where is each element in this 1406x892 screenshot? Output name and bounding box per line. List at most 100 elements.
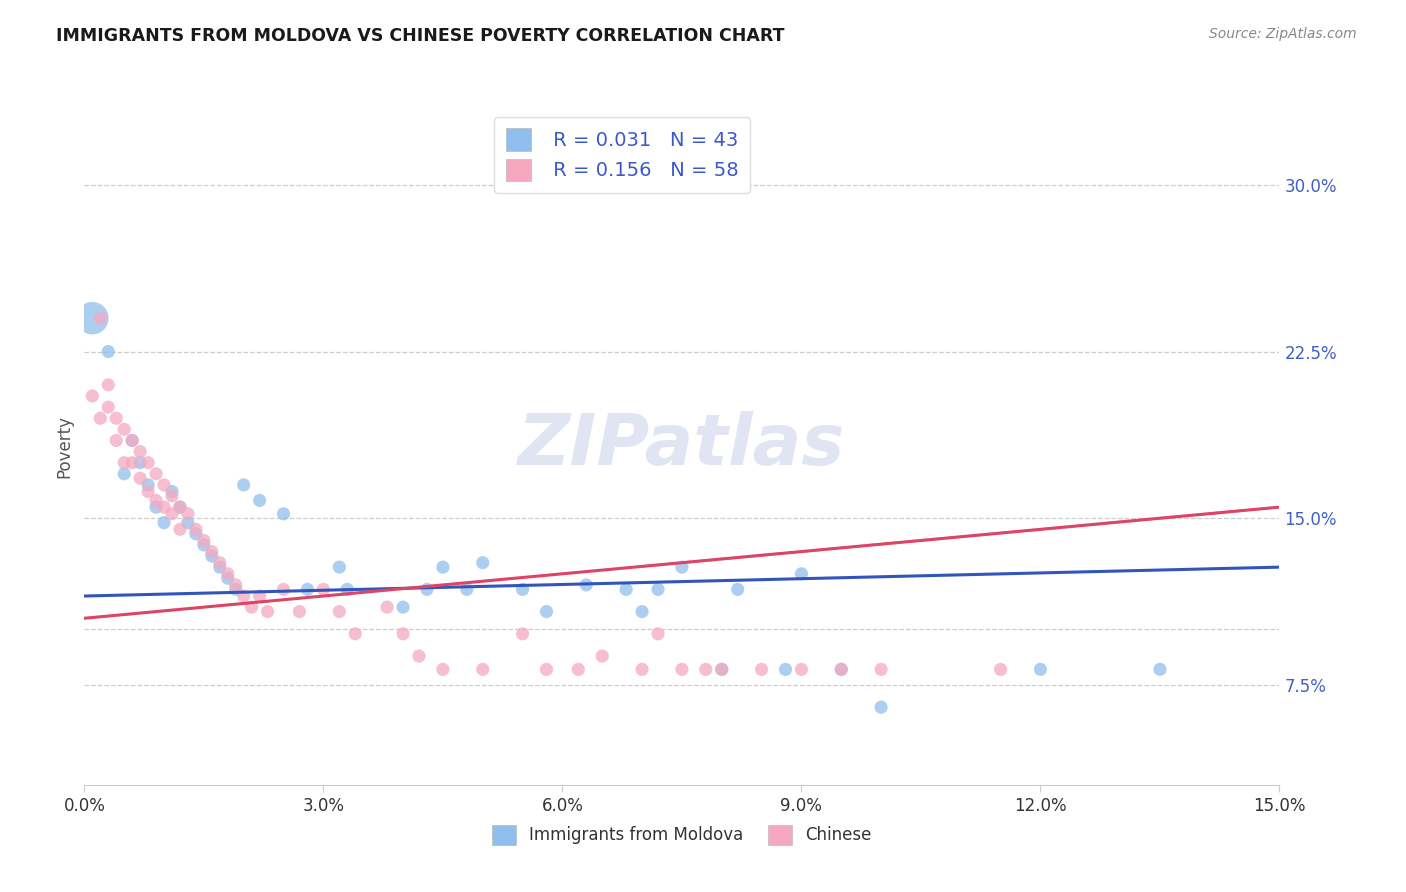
Point [232,589,254,603]
Point [145,467,167,481]
Point [297,582,319,597]
Point [312,582,335,597]
Point [136,478,159,492]
Point [256,605,278,619]
Point [121,434,143,448]
Y-axis label: Poverty: Poverty [55,415,73,477]
Point [153,516,176,530]
Point [105,411,128,425]
Point [790,662,813,676]
Point [136,484,159,499]
Point [249,589,271,603]
Point [193,533,215,548]
Point [112,456,135,470]
Point [375,600,398,615]
Point [695,662,717,676]
Text: Source: ZipAtlas.com: Source: ZipAtlas.com [1209,27,1357,41]
Point [145,500,167,515]
Point [105,434,128,448]
Point [671,560,693,574]
Point [432,662,454,676]
Point [416,582,439,597]
Point [631,662,654,676]
Point [121,456,143,470]
Point [567,662,589,676]
Text: IMMIGRANTS FROM MOLDOVA VS CHINESE POVERTY CORRELATION CHART: IMMIGRANTS FROM MOLDOVA VS CHINESE POVER… [56,27,785,45]
Point [536,605,558,619]
Point [392,627,415,641]
Point [710,662,733,676]
Point [145,493,167,508]
Point [328,605,350,619]
Point [273,582,295,597]
Point [710,662,733,676]
Text: ZIPatlas: ZIPatlas [519,411,845,481]
Point [193,538,215,552]
Point [990,662,1012,676]
Point [240,600,263,615]
Point [344,627,367,641]
Point [177,516,200,530]
Point [273,507,295,521]
Point [121,434,143,448]
Point [751,662,773,676]
Point [249,493,271,508]
Point [647,582,669,597]
Point [201,544,224,558]
Point [160,489,183,503]
Point [97,344,120,359]
Point [112,422,135,436]
Point [89,311,111,326]
Point [392,600,415,615]
Point [512,627,534,641]
Point [870,662,893,676]
Point [432,560,454,574]
Point [129,471,152,485]
Point [184,526,207,541]
Point [208,556,231,570]
Point [97,377,120,392]
Point [82,311,104,326]
Point [153,500,176,515]
Point [591,648,613,663]
Point [775,662,797,676]
Point [112,467,135,481]
Point [169,500,191,515]
Point [201,549,224,563]
Point [225,578,247,592]
Point [328,560,350,574]
Point [97,400,120,414]
Point [225,582,247,597]
Point [129,444,152,458]
Point [136,456,159,470]
Point [1149,662,1171,676]
Point [217,566,239,581]
Point [671,662,693,676]
Point [536,662,558,676]
Point [217,571,239,585]
Point [169,522,191,536]
Point [184,522,207,536]
Point [830,662,852,676]
Point [614,582,637,597]
Point [336,582,359,597]
Point [160,507,183,521]
Point [790,566,813,581]
Point [129,456,152,470]
Point [89,411,111,425]
Point [456,582,478,597]
Point [153,478,176,492]
Point [232,478,254,492]
Point [512,582,534,597]
Legend: Immigrants from Moldova, Chinese: Immigrants from Moldova, Chinese [485,819,879,851]
Point [870,700,893,714]
Point [408,648,430,663]
Point [160,484,183,499]
Point [169,500,191,515]
Point [177,507,200,521]
Point [471,662,494,676]
Point [82,389,104,403]
Point [575,578,598,592]
Point [471,556,494,570]
Point [647,627,669,641]
